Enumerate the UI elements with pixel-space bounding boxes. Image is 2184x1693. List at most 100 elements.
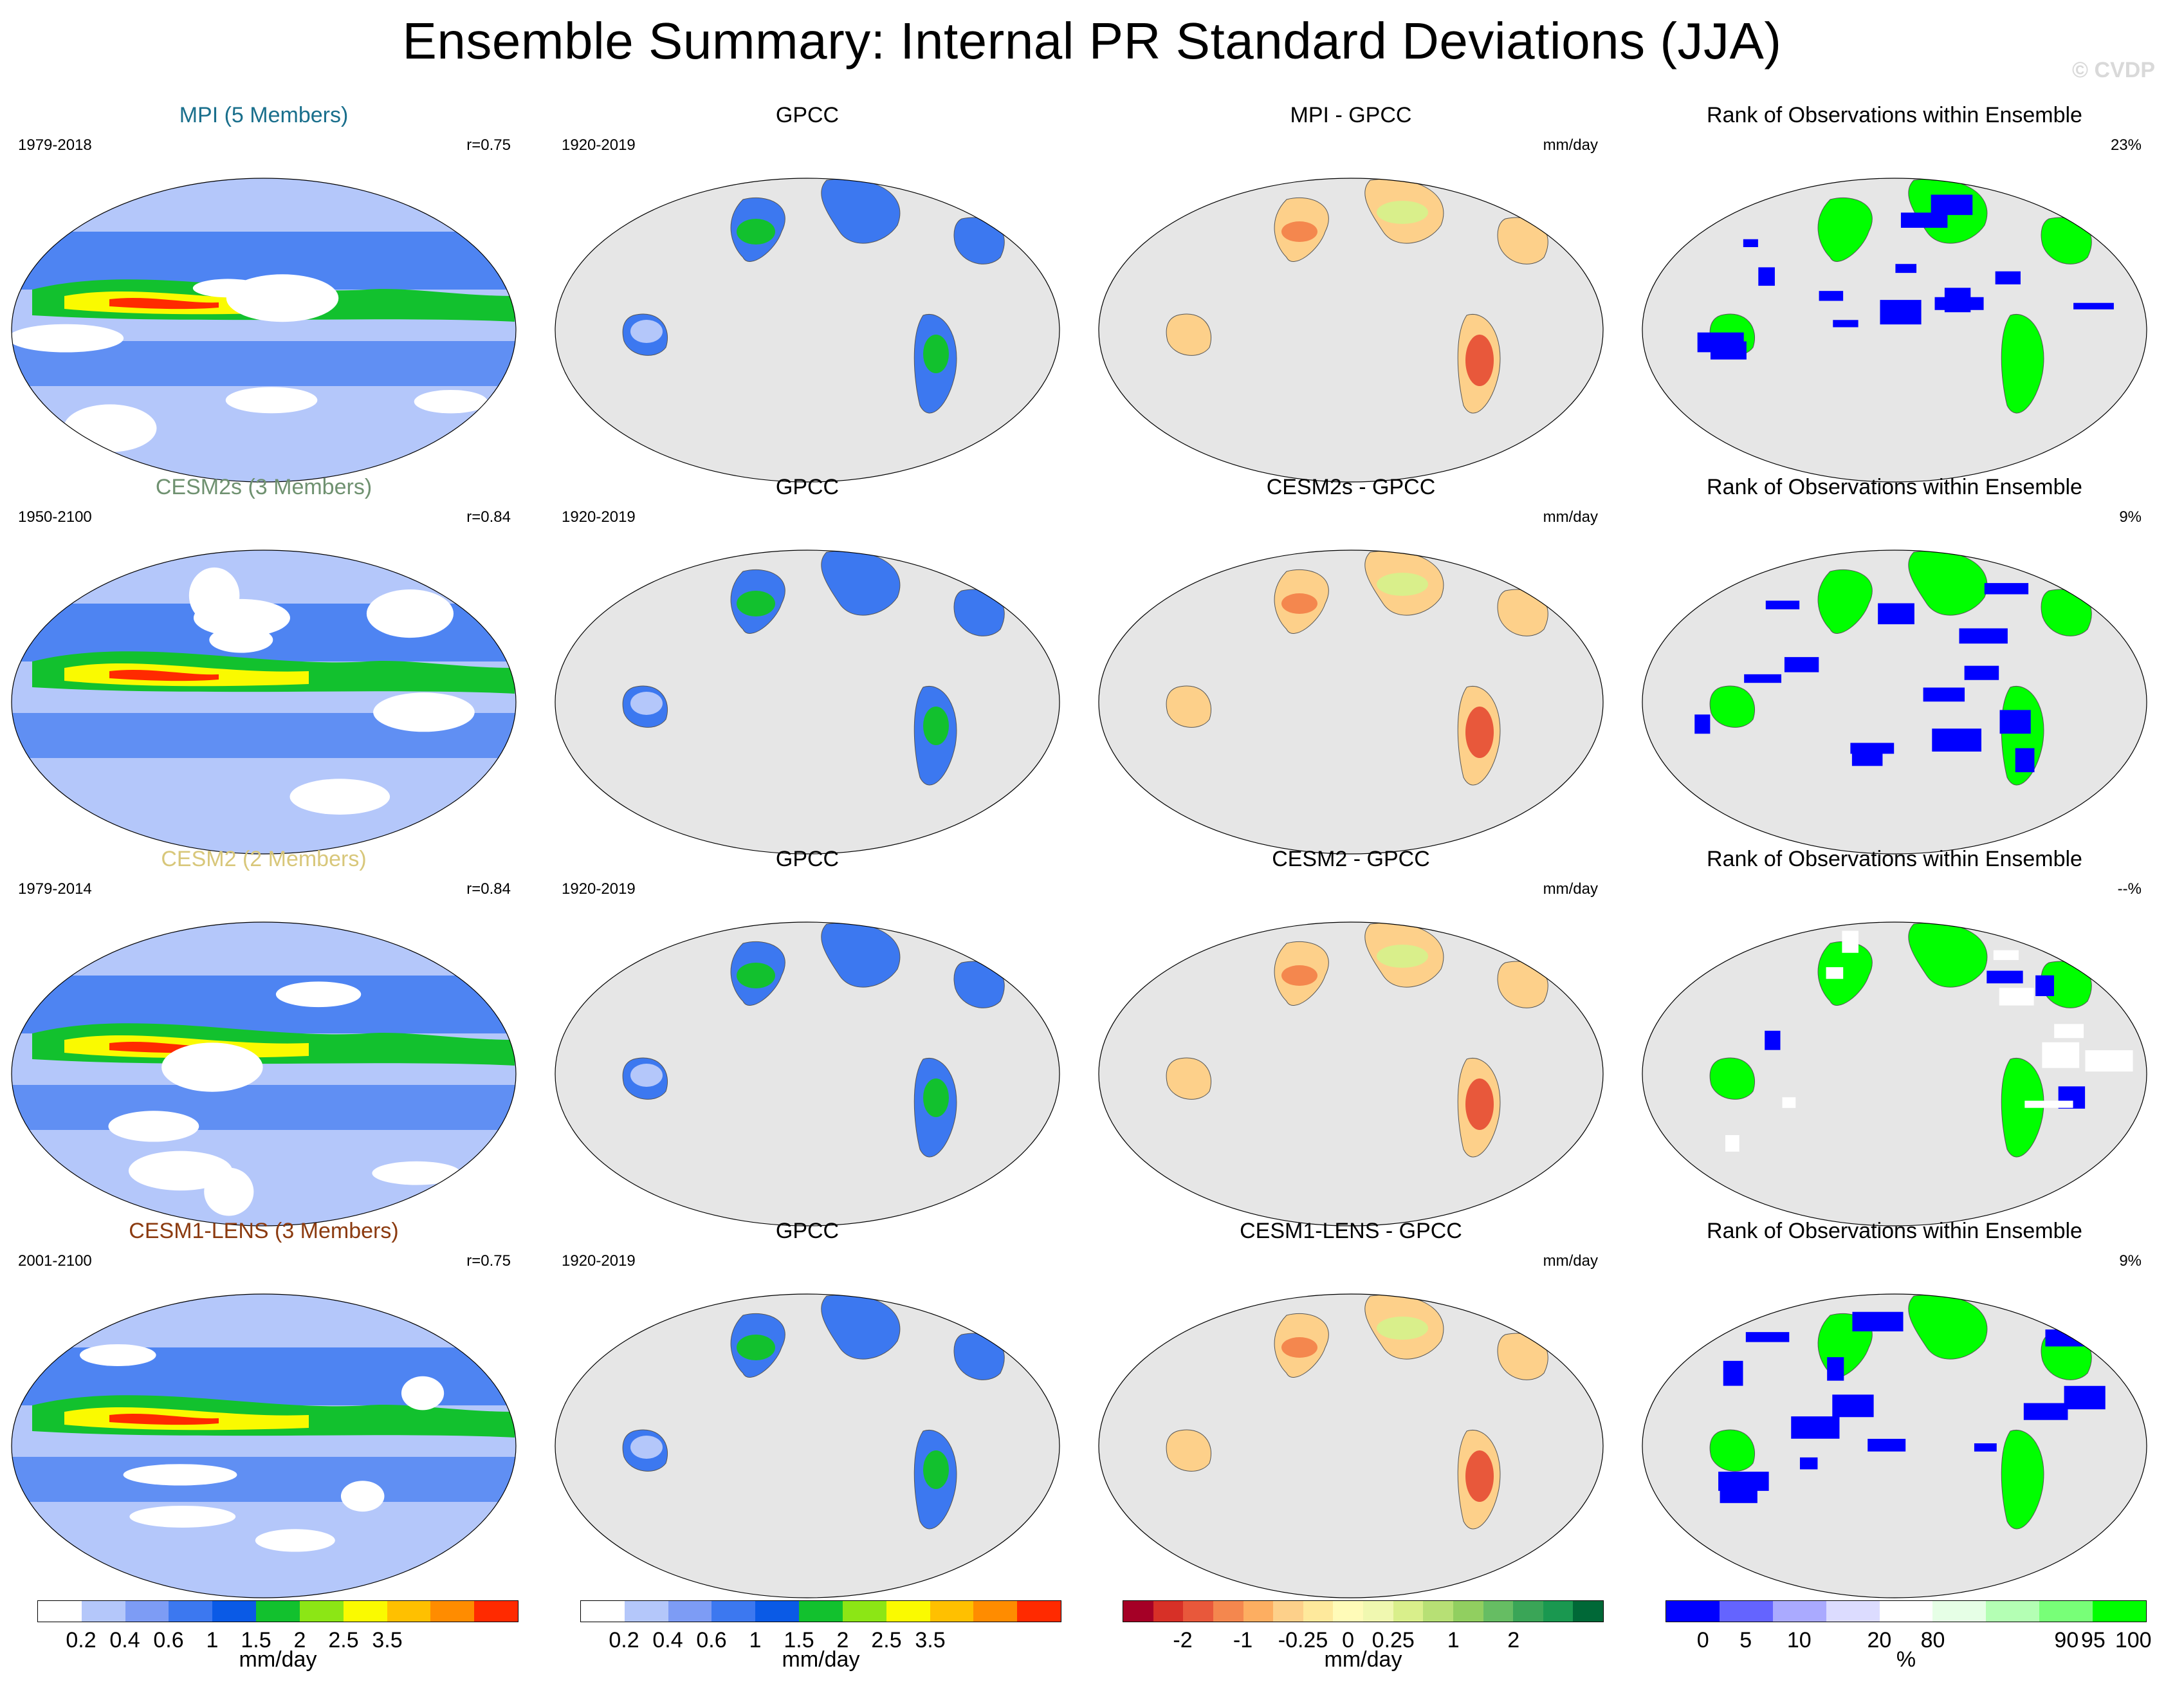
colorbar-tick-label: 0.2 bbox=[609, 1628, 639, 1652]
panel-rank-row3: Rank of Observations within Ensemble --% bbox=[1637, 847, 2152, 1226]
colorbar-swatch bbox=[125, 1601, 169, 1622]
colorbar-diff bbox=[1123, 1600, 1604, 1622]
panel-title: GPCC bbox=[775, 1219, 840, 1243]
colorbar-swatch bbox=[1017, 1601, 1061, 1622]
globe-map bbox=[1098, 178, 1604, 483]
colorbar-swatch bbox=[668, 1601, 712, 1622]
panel-rank-row2: Rank of Observations within Ensemble 9% bbox=[1637, 475, 2152, 855]
panel-title: CESM2 - GPCC bbox=[1272, 847, 1430, 871]
panel-rank-row1: Rank of Observations within Ensemble 23% bbox=[1637, 103, 2152, 483]
panel-title: CESM2s - GPCC bbox=[1266, 475, 1436, 499]
colorbar-diff-units: mm/day bbox=[1324, 1647, 1402, 1672]
units-label: mm/day bbox=[1543, 880, 1598, 898]
panel-diff-row3: CESM2 - GPCC mm/day bbox=[1094, 847, 1608, 1226]
colorbar-diff-ticks: -2 -1 -0.25 0 0.25 1 2 bbox=[1123, 1628, 1604, 1654]
colorbar-tick-label: 1 bbox=[206, 1628, 219, 1652]
colorbar-tick-label: 2.5 bbox=[328, 1628, 359, 1652]
panel-title: CESM1-LENS - GPCC bbox=[1240, 1219, 1462, 1243]
colorbar-swatch bbox=[2093, 1601, 2147, 1622]
colorbar-rank-units: % bbox=[1896, 1647, 1916, 1672]
panel-obs-row4: GPCC 1920-2019 bbox=[550, 1219, 1065, 1598]
globe-map bbox=[11, 178, 517, 483]
globe-map bbox=[1098, 550, 1604, 855]
colorbar-tick-label: 2 bbox=[836, 1628, 849, 1652]
colorbar-tick-label: -2 bbox=[1173, 1628, 1193, 1652]
panel-model-row2: CESM2s (3 Members) 1950-2100 r=0.84 bbox=[6, 475, 521, 855]
globe-map bbox=[1098, 1293, 1604, 1598]
colorbar-swatch bbox=[1772, 1601, 1826, 1622]
colorbar-tick-label: 2.5 bbox=[871, 1628, 902, 1652]
colorbar-model-ticks: 0.2 0.4 0.6 1 1.5 2 2.5 3.5 bbox=[37, 1628, 518, 1654]
globe-map bbox=[11, 1293, 517, 1598]
panel-title: Rank of Observations within Ensemble bbox=[1707, 847, 2082, 871]
colorbar-model bbox=[37, 1600, 518, 1622]
colorbar-swatch bbox=[1719, 1601, 1773, 1622]
globe-map bbox=[555, 1293, 1060, 1598]
colorbar-swatch bbox=[1243, 1601, 1274, 1622]
panel-title: MPI - GPCC bbox=[1290, 103, 1412, 127]
colorbar-model-units: mm/day bbox=[239, 1647, 317, 1672]
figure-title: Ensemble Summary: Internal PR Standard D… bbox=[402, 12, 1782, 69]
panel-rank-row4: Rank of Observations within Ensemble 9% bbox=[1637, 1219, 2152, 1598]
colorbar-swatch bbox=[886, 1601, 930, 1622]
colorbar-swatch bbox=[169, 1601, 213, 1622]
panel-title: CESM2 (2 Members) bbox=[161, 847, 367, 871]
globe-map bbox=[1642, 1293, 2147, 1598]
colorbar-swatch bbox=[973, 1601, 1018, 1622]
colorbar-tick-label: 0.6 bbox=[153, 1628, 184, 1652]
colorbar-rank-ticks: 0 5 10 20 80 90 95 100 bbox=[1666, 1628, 2152, 1654]
colorbar-swatch bbox=[1423, 1601, 1453, 1622]
colorbar-swatch bbox=[387, 1601, 431, 1622]
panel-title: GPCC bbox=[775, 475, 840, 499]
globe-map bbox=[1642, 178, 2147, 483]
colorbar-swatch bbox=[581, 1601, 625, 1622]
panel-title: MPI (5 Members) bbox=[179, 103, 349, 127]
colorbar-swatch bbox=[1513, 1601, 1543, 1622]
colorbar-swatch bbox=[755, 1601, 800, 1622]
colorbar-tick-label: 2 bbox=[293, 1628, 306, 1652]
period-label: 2001-2100 bbox=[18, 1252, 92, 1270]
colorbar-tick-label: 100 bbox=[2115, 1628, 2152, 1652]
rank-percent: --% bbox=[2117, 880, 2142, 898]
colorbar-swatch bbox=[474, 1601, 518, 1622]
colorbar-obs-ticks: 0.2 0.4 0.6 1 1.5 2 2.5 3.5 bbox=[580, 1628, 1061, 1654]
period-label: 1979-2014 bbox=[18, 880, 92, 898]
colorbar-tick-label: 2 bbox=[1507, 1628, 1520, 1652]
units-label: mm/day bbox=[1543, 508, 1598, 526]
colorbar-tick-label: -0.25 bbox=[1278, 1628, 1328, 1652]
colorbar-rank bbox=[1666, 1600, 2147, 1622]
pattern-correlation: r=0.84 bbox=[466, 880, 511, 898]
colorbar-swatch bbox=[1483, 1601, 1514, 1622]
colorbar-swatch bbox=[1879, 1601, 1933, 1622]
colorbar-tick-label: 0.4 bbox=[109, 1628, 140, 1652]
colorbar-swatch bbox=[799, 1601, 843, 1622]
colorbar-tick-label: 0 bbox=[1696, 1628, 1709, 1652]
colorbar-tick-label: 1 bbox=[749, 1628, 762, 1652]
colorbar-tick-label: 20 bbox=[1867, 1628, 1892, 1652]
colorbar-tick-label: 1 bbox=[1447, 1628, 1460, 1652]
colorbar-swatch bbox=[1213, 1601, 1243, 1622]
colorbar-tick-label: 0.2 bbox=[66, 1628, 96, 1652]
pattern-correlation: r=0.75 bbox=[466, 1252, 511, 1270]
colorbar-tick-label: 95 bbox=[2080, 1628, 2106, 1652]
panel-obs-row1: GPCC 1920-2019 bbox=[550, 103, 1065, 483]
colorbar-obs bbox=[580, 1600, 1061, 1622]
colorbar-obs-units: mm/day bbox=[782, 1647, 860, 1672]
panel-obs-row3: GPCC 1920-2019 bbox=[550, 847, 1065, 1226]
panel-diff-row2: CESM2s - GPCC mm/day bbox=[1094, 475, 1608, 855]
colorbar-swatch bbox=[1573, 1601, 1603, 1622]
colorbar-swatch bbox=[212, 1601, 257, 1622]
colorbar-swatch bbox=[624, 1601, 668, 1622]
colorbar-tick-label: 80 bbox=[1920, 1628, 1945, 1652]
panel-title: GPCC bbox=[775, 847, 840, 871]
panel-model-row1: MPI (5 Members) 1979-2018 r=0.75 bbox=[6, 103, 521, 483]
colorbar-swatch bbox=[1393, 1601, 1424, 1622]
rank-percent: 23% bbox=[2110, 136, 2142, 154]
colorbar-swatch bbox=[1932, 1601, 1987, 1622]
panel-model-row4: CESM1-LENS (3 Members) 2001-2100 r=0.75 bbox=[6, 1219, 521, 1598]
period-label: 1950-2100 bbox=[18, 508, 92, 526]
panel-diff-row4: CESM1-LENS - GPCC mm/day bbox=[1094, 1219, 1608, 1598]
colorbar-swatch bbox=[2039, 1601, 2093, 1622]
pattern-correlation: r=0.75 bbox=[466, 136, 511, 154]
units-label: mm/day bbox=[1543, 136, 1598, 154]
